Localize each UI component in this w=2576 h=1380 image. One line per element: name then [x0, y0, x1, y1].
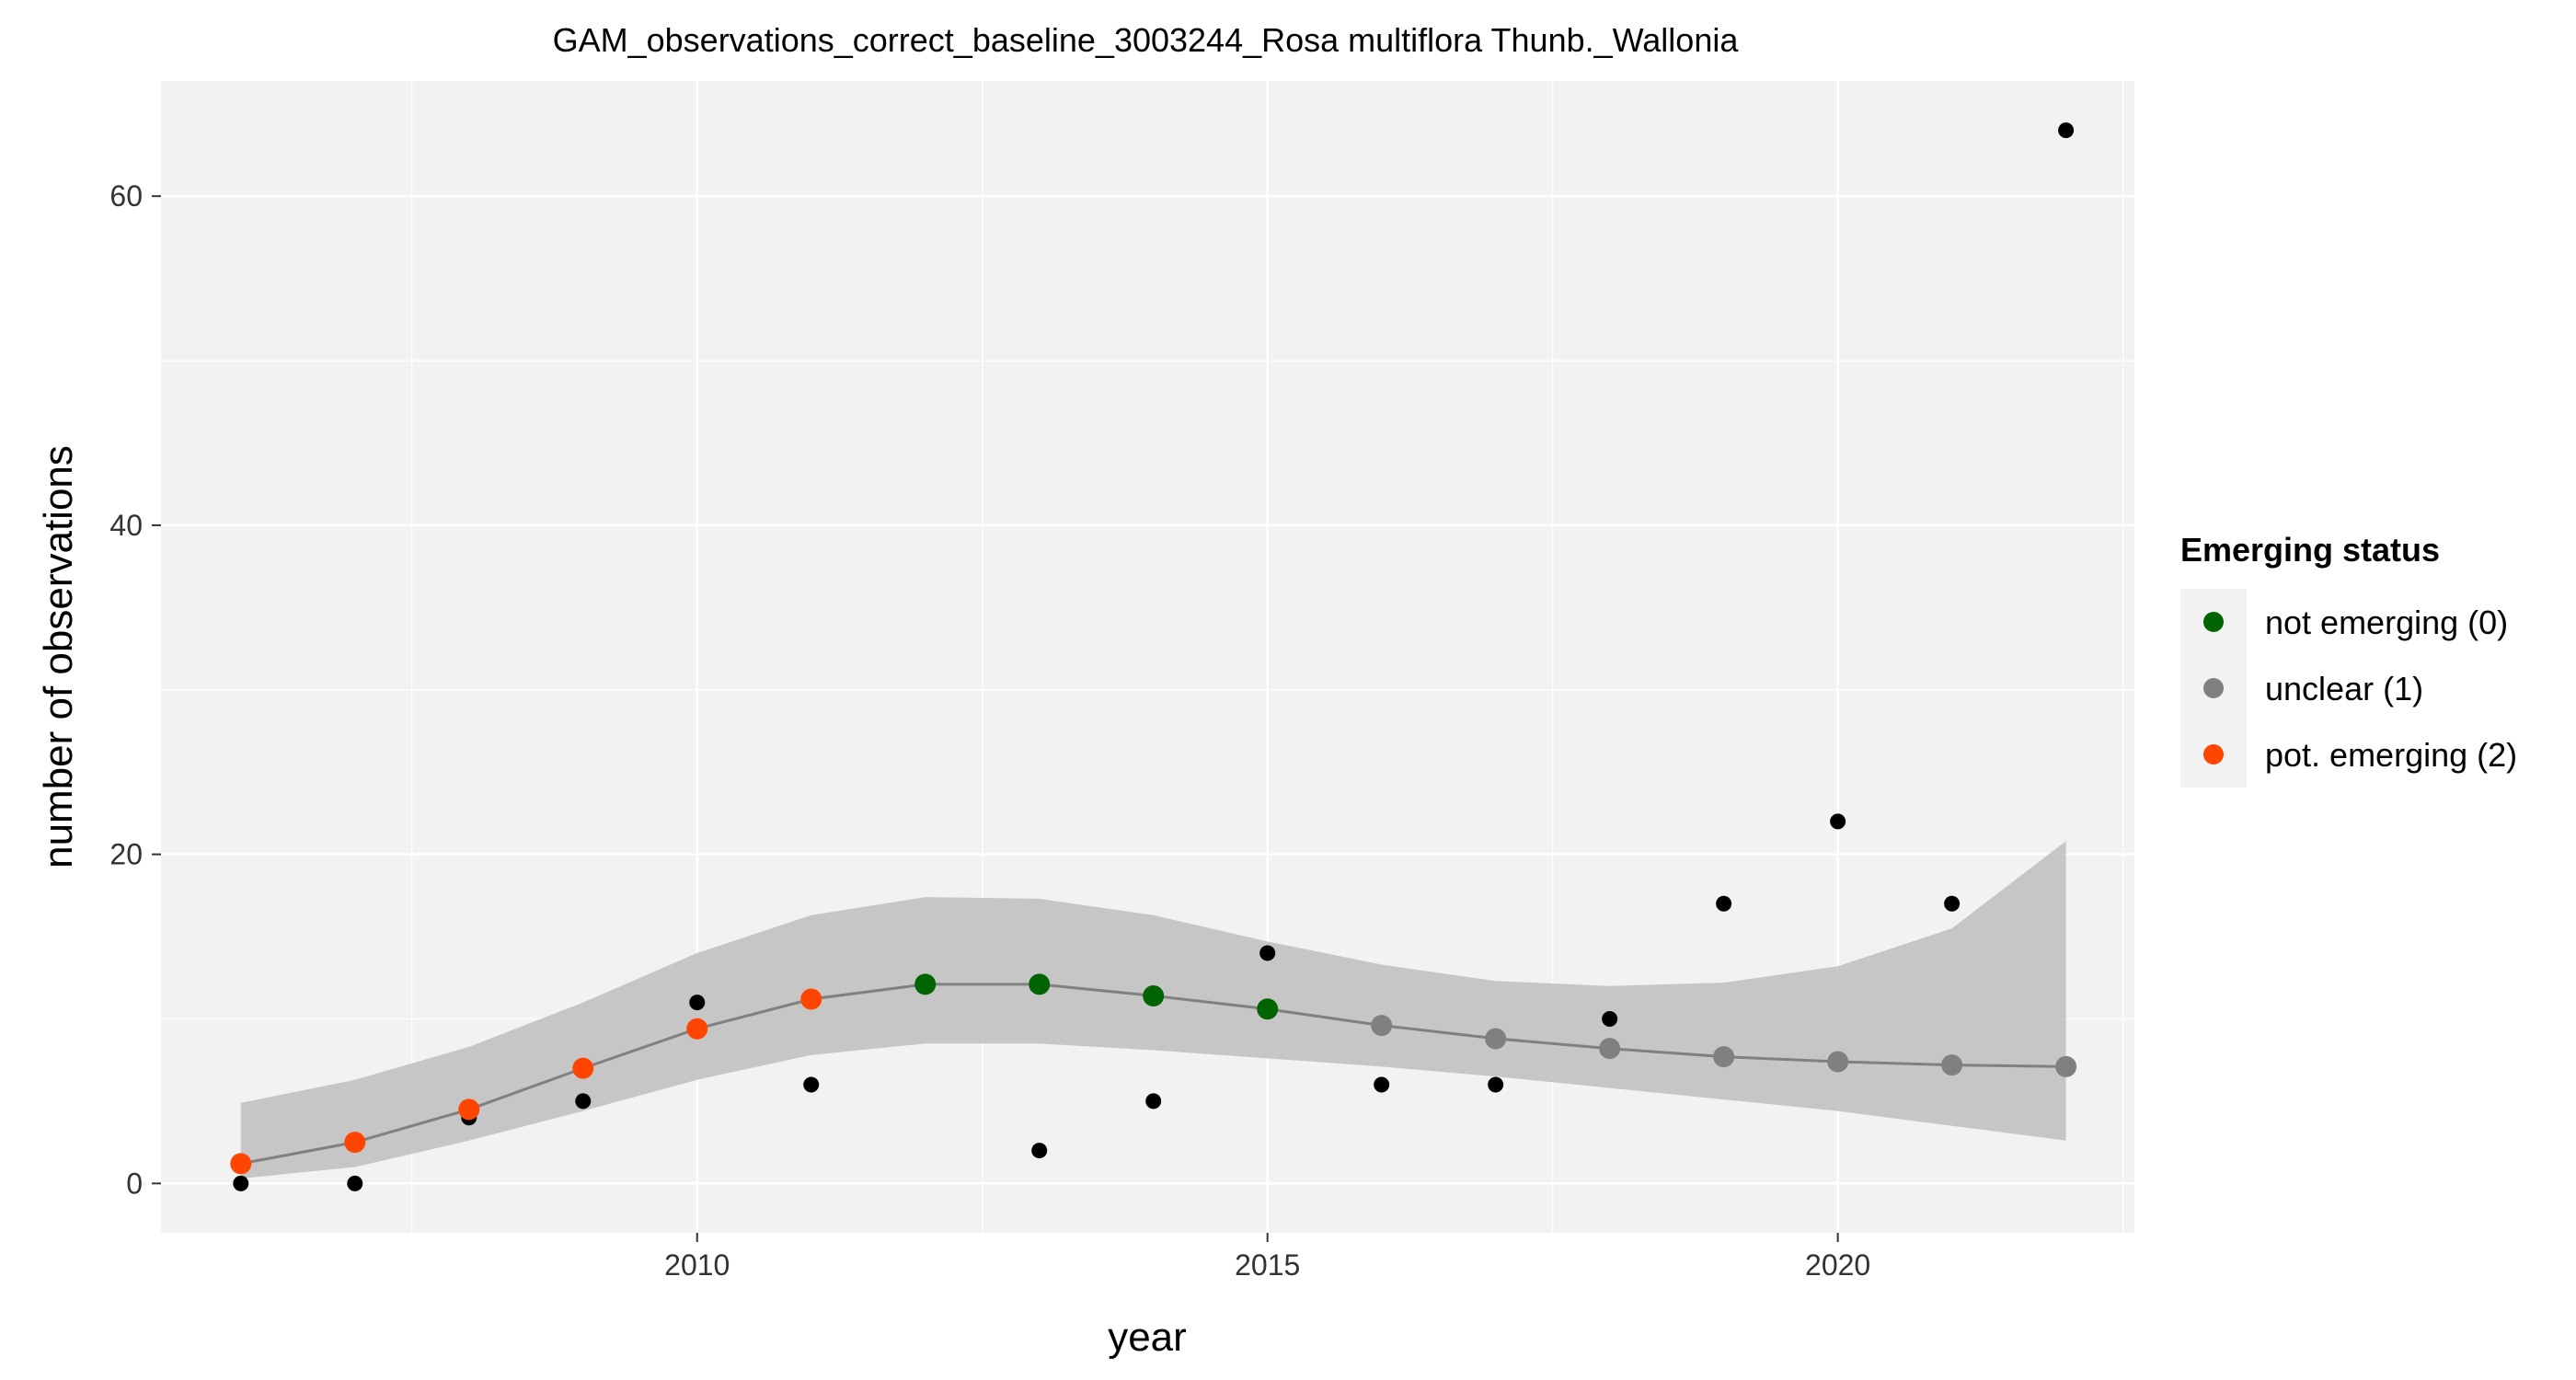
legend-label-pot-emerging: pot. emerging (2): [2265, 736, 2517, 774]
y-axis-title: number of observations: [36, 445, 81, 868]
observation-point: [803, 1076, 820, 1093]
fit-point: [344, 1132, 366, 1154]
fit-point: [1143, 984, 1165, 1006]
y-tick-label: 60: [109, 179, 143, 213]
x-tick-label: 2020: [1805, 1248, 1870, 1282]
observation-point: [233, 1175, 249, 1191]
observation-point: [1944, 895, 1961, 912]
observation-point: [1031, 1143, 1048, 1159]
axes: 2010 2015 2020 0 20 40 60: [109, 179, 1870, 1282]
observation-point: [1259, 945, 1276, 961]
observation-point: [2058, 122, 2075, 139]
fit-point: [1941, 1054, 1963, 1076]
y-tick-label: 40: [109, 509, 143, 542]
fit-point: [1827, 1051, 1849, 1073]
observation-point: [1145, 1093, 1162, 1110]
y-tick-label: 20: [109, 838, 143, 871]
observation-point: [1602, 1010, 1618, 1027]
fit-point: [914, 973, 937, 995]
fit-point: [1599, 1038, 1621, 1060]
observation-point: [1488, 1076, 1504, 1093]
legend-label-not-emerging: not emerging (0): [2265, 604, 2508, 641]
legend: Emerging status not emerging (0) unclear…: [2180, 531, 2517, 788]
confidence-ribbon-group: [240, 841, 2066, 1179]
observation-point: [689, 995, 706, 1011]
legend-marker-unclear: [2203, 678, 2224, 698]
fit-point: [458, 1098, 480, 1121]
fit-point: [1713, 1046, 1735, 1068]
fit-point: [1029, 973, 1051, 995]
confidence-ribbon: [240, 841, 2066, 1179]
y-tick-label: 0: [126, 1167, 143, 1200]
chart-title: GAM_observations_correct_baseline_300324…: [553, 21, 1740, 59]
x-axis-title: year: [1108, 1315, 1187, 1360]
fit-points: [230, 973, 2077, 1175]
legend-marker-pot-emerging: [2203, 744, 2224, 765]
observation-point: [347, 1175, 363, 1191]
x-tick-label: 2010: [664, 1248, 730, 1282]
x-tick-label: 2015: [1235, 1248, 1300, 1282]
observation-point: [1374, 1076, 1390, 1093]
fit-point: [800, 988, 822, 1010]
fit-point: [1485, 1028, 1507, 1050]
fit-point: [572, 1057, 594, 1079]
fit-point: [230, 1153, 252, 1175]
fit-point: [2055, 1055, 2077, 1077]
observation-point: [1830, 813, 1846, 830]
legend-title: Emerging status: [2180, 531, 2440, 569]
legend-label-unclear: unclear (1): [2265, 670, 2423, 707]
observation-point: [1716, 895, 1732, 912]
fit-point: [1371, 1015, 1393, 1037]
observation-point: [575, 1093, 592, 1110]
fit-point: [1257, 998, 1279, 1020]
legend-marker-not-emerging: [2203, 612, 2224, 632]
fit-point: [686, 1018, 708, 1040]
